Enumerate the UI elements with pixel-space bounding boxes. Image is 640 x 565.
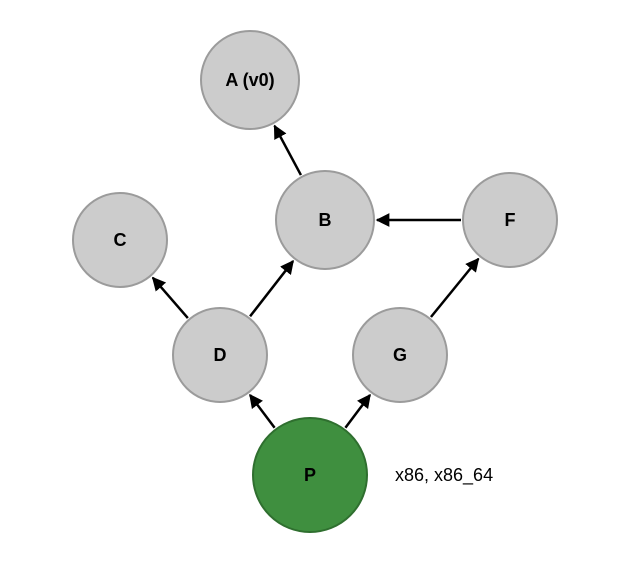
node-F: F [462, 172, 558, 268]
node-A: A (v0) [200, 30, 300, 130]
node-label-C: C [114, 230, 127, 251]
edge-P-D [250, 395, 275, 428]
node-label-P: P [304, 465, 316, 486]
edge-B-A [275, 126, 301, 175]
node-label-G: G [393, 345, 407, 366]
edge-P-G [345, 395, 370, 428]
node-P: P [252, 417, 368, 533]
node-C: C [72, 192, 168, 288]
edge-D-C [153, 278, 188, 318]
edge-D-B [250, 261, 293, 316]
node-B: B [275, 170, 375, 270]
node-label-B: B [319, 210, 332, 231]
node-label-F: F [505, 210, 516, 231]
dependency-graph: A (v0) C B F D G Px86, x86_64 [0, 0, 640, 565]
node-G: G [352, 307, 448, 403]
caption: x86, x86_64 [395, 465, 493, 486]
edge-G-F [431, 259, 478, 317]
node-D: D [172, 307, 268, 403]
node-label-A: A (v0) [225, 70, 274, 91]
node-label-D: D [214, 345, 227, 366]
